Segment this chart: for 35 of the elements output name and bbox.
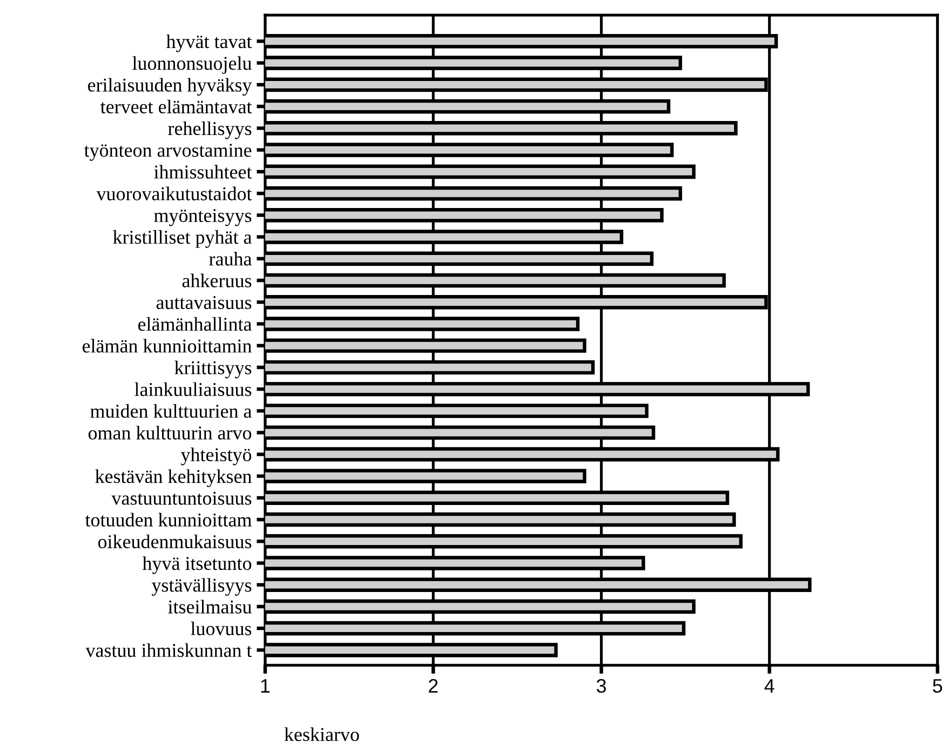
- y-tick-label: oman kulttuurin arvo: [88, 426, 252, 440]
- y-tick-label: työnteon arvostamine: [84, 144, 252, 161]
- y-tick-label: elämänhallinta: [138, 317, 252, 331]
- x-tick-label: 5: [932, 679, 942, 693]
- y-tick-label: vuorovaikutustaidot: [96, 186, 252, 200]
- y-tick-label: kestävän kehityksen: [95, 469, 252, 488]
- y-tick-label: vastuuntuntoisuus: [112, 492, 252, 505]
- y-tick-label: lainkuuliaisuus: [134, 382, 252, 396]
- y-tick-label: kristilliset pyhät a: [113, 230, 252, 248]
- x-tick-label: 4: [764, 679, 774, 693]
- x-tick-label: 2: [428, 678, 438, 693]
- y-tick-label: totuuden kunnioittam: [85, 512, 252, 527]
- x-tick-label: 3: [596, 678, 606, 693]
- y-tick-label: kriittisyys: [174, 360, 252, 378]
- y-tick-label: ystävällisyys: [152, 578, 252, 596]
- y-tick-label: luovuus: [190, 622, 252, 636]
- y-tick-label: itseilmaisu: [168, 600, 252, 614]
- y-tick-label: rehellisyys: [168, 121, 252, 140]
- y-tick-label: elämän kunnioittamin: [82, 338, 252, 353]
- y-tick-label: terveet elämäntavat: [100, 100, 252, 114]
- y-tick-label: myönteisyys: [154, 209, 252, 226]
- y-tick-label: auttavaisuus: [156, 296, 252, 310]
- y-tick-label: luonnonsuojelu: [132, 56, 252, 74]
- y-tick-label: yhteistyö: [180, 448, 252, 466]
- x-axis-title: keskiarvo: [284, 727, 359, 742]
- y-tick-label: oikeudenmukaisuus: [98, 534, 252, 548]
- y-tick-label: erilaisuuden hyväksy: [88, 78, 252, 96]
- y-tick-label: ahkeruus: [182, 274, 252, 288]
- y-tick-label: hyvä itsetunto: [142, 556, 252, 574]
- y-tick-label: ihmissuhteet: [154, 164, 252, 179]
- y-tick-label: muiden kulttuurien a: [90, 404, 252, 418]
- x-tick-label: 1: [261, 679, 270, 693]
- y-tick-label: rauha: [209, 252, 252, 266]
- y-tick-label: hyvät tavat: [166, 34, 252, 52]
- y-tick-label: vastuu ihmiskunnan t: [86, 643, 252, 657]
